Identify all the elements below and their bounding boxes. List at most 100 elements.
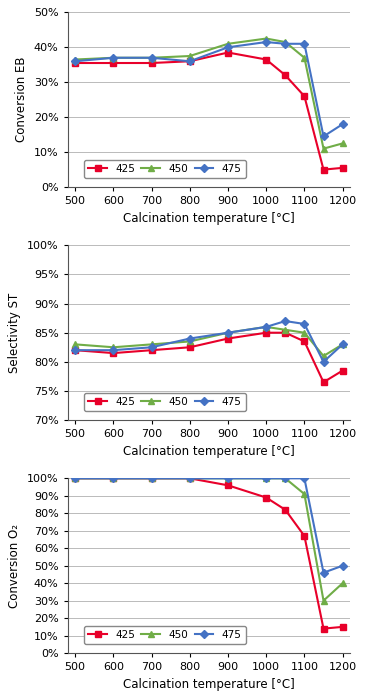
475: [321, 358, 326, 366]
475: [341, 561, 345, 570]
450: [341, 139, 345, 147]
475: [283, 40, 288, 48]
450: [283, 38, 288, 46]
475: [149, 343, 154, 352]
425: [226, 48, 230, 57]
475: [188, 334, 192, 343]
475: [226, 329, 230, 337]
Legend: 425, 450, 475: 425, 450, 475: [84, 160, 246, 178]
425: [188, 343, 192, 352]
425: [111, 349, 116, 357]
475: [149, 54, 154, 62]
475: [283, 474, 288, 482]
425: [188, 57, 192, 66]
425: [73, 346, 77, 354]
475: [264, 474, 268, 482]
475: [264, 323, 268, 331]
475: [341, 340, 345, 349]
450: [149, 54, 154, 62]
475: [302, 474, 307, 482]
425: [111, 59, 116, 67]
475: [149, 474, 154, 482]
Line: 450: 450: [72, 324, 346, 359]
Line: 475: 475: [72, 39, 346, 140]
425: [149, 474, 154, 482]
475: [321, 132, 326, 140]
425: [73, 474, 77, 482]
425: [283, 71, 288, 80]
450: [302, 490, 307, 498]
425: [264, 329, 268, 337]
X-axis label: Calcination temperature [°C]: Calcination temperature [°C]: [123, 445, 295, 458]
450: [321, 352, 326, 360]
425: [302, 92, 307, 101]
450: [321, 145, 326, 153]
425: [226, 334, 230, 343]
Legend: 425, 450, 475: 425, 450, 475: [84, 626, 246, 644]
Line: 425: 425: [72, 475, 346, 632]
425: [283, 329, 288, 337]
425: [149, 59, 154, 67]
450: [264, 474, 268, 482]
425: [341, 623, 345, 631]
475: [341, 120, 345, 129]
475: [283, 317, 288, 325]
475: [111, 54, 116, 62]
450: [283, 326, 288, 334]
450: [321, 596, 326, 605]
425: [264, 493, 268, 502]
450: [341, 579, 345, 587]
450: [149, 340, 154, 349]
450: [226, 40, 230, 48]
475: [73, 474, 77, 482]
450: [341, 340, 345, 349]
475: [264, 38, 268, 46]
X-axis label: Calcination temperature [°C]: Calcination temperature [°C]: [123, 677, 295, 691]
425: [341, 164, 345, 172]
450: [111, 54, 116, 62]
450: [264, 323, 268, 331]
Line: 475: 475: [72, 318, 346, 365]
450: [188, 474, 192, 482]
450: [111, 474, 116, 482]
450: [188, 52, 192, 60]
425: [264, 55, 268, 64]
Line: 450: 450: [72, 475, 346, 604]
450: [283, 474, 288, 482]
Y-axis label: Conversion O₂: Conversion O₂: [8, 524, 21, 607]
475: [111, 474, 116, 482]
475: [111, 346, 116, 354]
Line: 425: 425: [72, 50, 346, 173]
475: [73, 57, 77, 66]
X-axis label: Calcination temperature [°C]: Calcination temperature [°C]: [123, 212, 295, 224]
425: [283, 505, 288, 514]
425: [188, 474, 192, 482]
450: [302, 329, 307, 337]
475: [302, 40, 307, 48]
425: [73, 59, 77, 67]
Legend: 425, 450, 475: 425, 450, 475: [84, 393, 246, 412]
450: [226, 474, 230, 482]
475: [73, 346, 77, 354]
475: [226, 43, 230, 52]
Line: 450: 450: [72, 36, 346, 152]
425: [341, 366, 345, 375]
475: [321, 568, 326, 577]
475: [302, 319, 307, 328]
450: [111, 343, 116, 352]
425: [321, 378, 326, 387]
450: [73, 474, 77, 482]
475: [226, 474, 230, 482]
425: [302, 337, 307, 345]
450: [73, 340, 77, 349]
425: [226, 481, 230, 489]
425: [149, 346, 154, 354]
450: [73, 55, 77, 64]
475: [188, 57, 192, 66]
425: [321, 166, 326, 174]
450: [226, 329, 230, 337]
Y-axis label: Conversion EB: Conversion EB: [15, 57, 28, 143]
425: [321, 624, 326, 633]
425: [111, 474, 116, 482]
450: [149, 474, 154, 482]
